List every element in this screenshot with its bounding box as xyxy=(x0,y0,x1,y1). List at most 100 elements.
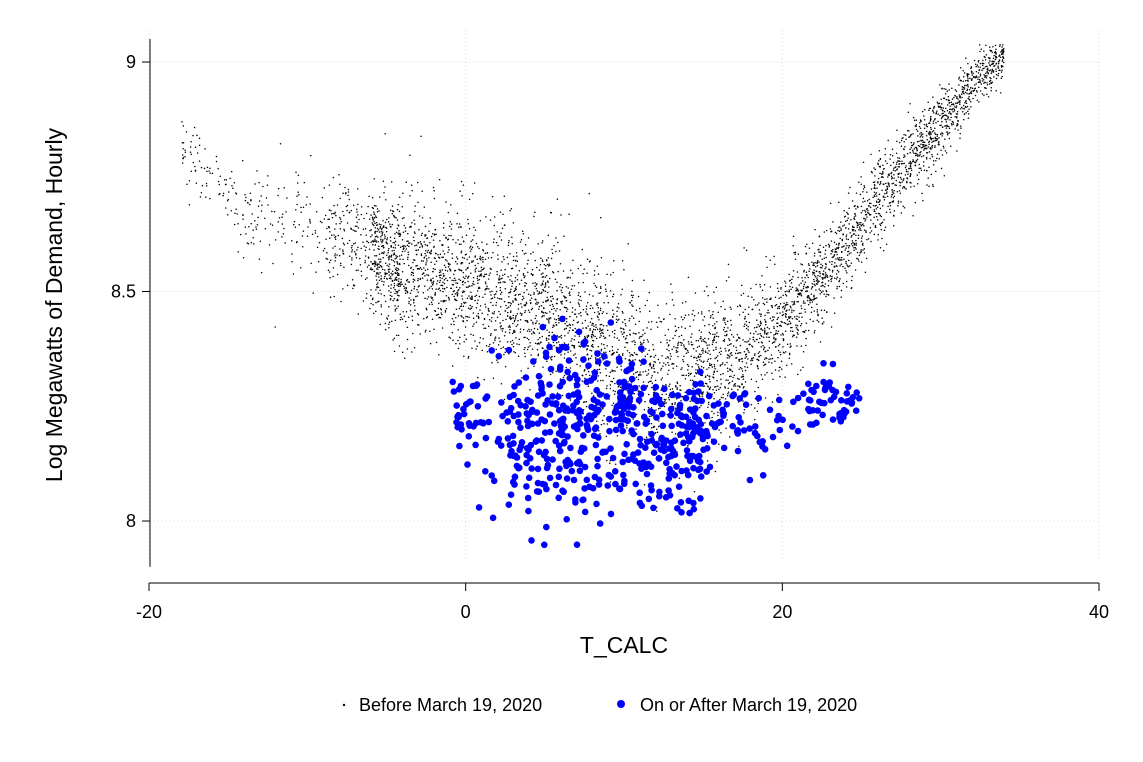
before-point xyxy=(478,278,481,281)
before-point xyxy=(527,367,529,370)
before-point xyxy=(913,185,915,188)
before-point xyxy=(597,273,600,275)
before-point xyxy=(376,227,379,230)
before-point xyxy=(457,288,460,291)
before-point xyxy=(789,285,791,288)
before-point xyxy=(638,307,641,310)
before-point xyxy=(682,360,685,363)
before-point xyxy=(995,90,997,92)
before-point xyxy=(782,351,785,353)
before-point xyxy=(561,286,564,289)
before-point xyxy=(403,217,405,219)
before-point xyxy=(976,64,979,66)
before-point xyxy=(972,97,974,100)
before-point xyxy=(413,231,416,233)
before-point xyxy=(517,355,520,357)
before-point xyxy=(919,152,921,154)
before-point xyxy=(755,380,758,383)
before-point xyxy=(919,153,921,156)
before-point xyxy=(201,184,204,187)
before-point xyxy=(597,375,600,377)
before-point xyxy=(500,232,502,234)
before-point xyxy=(547,234,550,237)
before-point xyxy=(326,258,329,260)
before-point xyxy=(432,233,434,235)
before-point xyxy=(486,287,488,290)
before-point xyxy=(448,336,450,338)
before-point xyxy=(493,312,495,315)
before-point xyxy=(743,386,745,388)
before-point xyxy=(790,288,792,290)
before-point xyxy=(629,333,631,336)
before-point xyxy=(764,323,767,326)
before-point xyxy=(975,75,978,77)
before-point xyxy=(635,309,638,311)
before-point xyxy=(928,151,931,153)
before-point xyxy=(977,86,980,88)
before-point xyxy=(861,209,864,212)
before-point xyxy=(209,172,211,174)
before-point xyxy=(568,213,570,215)
before-point xyxy=(632,418,634,420)
before-point xyxy=(686,349,689,352)
before-point xyxy=(567,351,569,353)
before-point xyxy=(766,371,768,374)
before-point xyxy=(465,315,467,318)
before-point xyxy=(470,307,473,309)
before-point xyxy=(745,327,748,330)
before-point xyxy=(637,390,639,392)
before-point xyxy=(454,279,457,282)
before-point xyxy=(319,220,322,223)
before-point xyxy=(716,460,718,463)
before-point xyxy=(625,341,627,344)
before-point xyxy=(610,353,613,356)
before-point xyxy=(851,275,853,278)
before-point xyxy=(973,76,975,79)
before-point xyxy=(391,270,394,272)
before-point xyxy=(464,282,466,284)
before-point xyxy=(541,347,543,349)
before-point xyxy=(443,300,446,302)
before-point xyxy=(296,203,298,206)
before-point xyxy=(747,329,749,331)
before-point xyxy=(967,80,969,82)
before-point xyxy=(718,388,720,390)
before-point xyxy=(897,202,900,204)
before-point xyxy=(367,205,369,208)
before-point xyxy=(475,307,478,309)
before-point xyxy=(432,267,435,270)
before-point xyxy=(329,277,331,279)
before-point xyxy=(660,341,662,343)
before-point xyxy=(503,258,505,261)
before-point xyxy=(283,186,285,189)
before-point xyxy=(700,331,703,333)
before-point xyxy=(606,312,608,315)
before-point xyxy=(463,290,465,293)
before-point xyxy=(800,312,802,315)
before-point xyxy=(590,335,593,338)
before-point xyxy=(788,316,790,318)
before-point xyxy=(813,298,815,301)
before-point xyxy=(346,222,349,224)
before-point xyxy=(421,277,424,279)
before-point xyxy=(546,318,548,320)
before-point xyxy=(630,294,633,296)
before-point xyxy=(776,322,778,324)
before-point xyxy=(842,225,844,227)
before-point xyxy=(533,292,535,294)
before-point xyxy=(807,329,810,332)
before-point xyxy=(375,216,378,219)
before-point xyxy=(502,274,504,277)
before-point xyxy=(974,94,977,97)
before-point xyxy=(599,356,601,359)
before-point xyxy=(851,244,854,247)
before-point xyxy=(677,344,679,347)
before-point xyxy=(943,175,946,177)
before-point xyxy=(944,138,946,140)
before-point xyxy=(822,290,824,292)
before-point xyxy=(430,261,432,264)
before-point xyxy=(691,379,694,381)
before-point xyxy=(582,281,584,284)
before-point xyxy=(934,146,936,149)
before-point xyxy=(215,160,218,163)
